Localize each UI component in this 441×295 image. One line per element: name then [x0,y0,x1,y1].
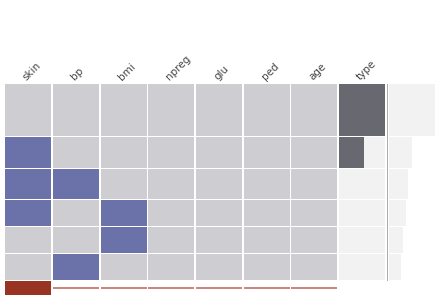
Bar [292,137,337,168]
Bar [389,201,406,226]
Bar [148,137,194,168]
Bar [148,201,194,226]
Bar [101,281,146,295]
Bar [5,169,51,199]
Bar [196,254,242,280]
Bar [53,201,99,226]
Bar [339,201,385,226]
Bar [292,254,337,280]
Bar [148,227,194,253]
Bar [339,227,385,253]
Bar [339,169,385,199]
Bar [53,227,99,253]
Text: bp: bp [69,66,85,82]
Bar [389,254,400,280]
Bar [244,227,290,253]
Bar [101,84,146,135]
Bar [5,227,51,253]
Bar [389,84,435,135]
Bar [53,137,99,168]
Bar [196,137,242,168]
Bar [339,281,385,295]
Bar [148,281,194,295]
Text: ped: ped [260,61,280,82]
Bar [5,137,51,168]
Text: bmi: bmi [116,61,138,82]
Bar [101,137,146,168]
Bar [148,254,194,280]
Bar [196,201,242,226]
Bar [5,201,51,226]
Bar [292,169,337,199]
Bar [244,201,290,226]
Bar [292,84,337,135]
Bar [101,169,146,199]
Bar [148,84,194,135]
Bar [101,201,146,226]
Text: skin: skin [21,60,43,82]
Text: glu: glu [212,64,231,82]
Bar [244,137,290,168]
Bar [5,84,51,135]
Bar [101,254,146,280]
Bar [389,137,412,168]
Text: npreg: npreg [164,54,193,82]
Bar [196,84,242,135]
Bar [53,254,99,280]
Bar [292,281,337,295]
Bar [5,254,51,280]
Bar [292,227,337,253]
Bar [339,254,385,280]
Bar [389,169,408,199]
Bar [244,169,290,199]
Bar [244,281,290,295]
Bar [196,169,242,199]
Bar [148,169,194,199]
Bar [196,227,242,253]
Bar [244,84,290,135]
Bar [364,137,385,168]
Bar [339,137,364,168]
Bar [101,227,146,253]
Text: type: type [355,59,378,82]
Bar [339,84,385,135]
Bar [53,169,99,199]
Bar [244,254,290,280]
Bar [292,201,337,226]
Bar [53,281,99,295]
Bar [53,84,99,135]
Bar [5,281,51,295]
Bar [196,281,242,295]
Text: age: age [307,62,328,82]
Bar [389,227,403,253]
